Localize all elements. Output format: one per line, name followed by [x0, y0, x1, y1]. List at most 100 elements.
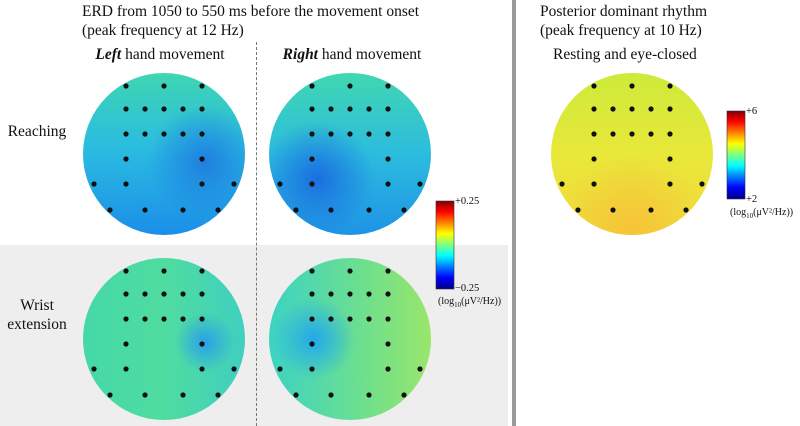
electrode-dot	[91, 181, 97, 187]
electrode-dot	[91, 366, 97, 372]
column-header-left: Left hand movement	[70, 45, 250, 64]
electrode-dot	[667, 131, 673, 137]
left-title-line2: (peak frequency at 12 Hz)	[82, 22, 244, 39]
electrode-dot	[667, 106, 673, 112]
electrode-dot	[401, 207, 407, 213]
electrode-dot	[309, 291, 315, 297]
electrode-dot	[199, 341, 205, 347]
right-title-line1: Posterior dominant rhythm	[540, 3, 708, 20]
electrode-dot	[123, 156, 129, 162]
electrode-dot	[161, 83, 167, 89]
colorbar-resting-max: +6	[746, 106, 758, 117]
electrode-dot	[123, 291, 129, 297]
electrode-dot	[161, 268, 167, 274]
electrode-dot	[199, 156, 205, 162]
colorbar-resting-unit: (log10(μV²/Hz))	[730, 207, 793, 222]
row-label-wrist-line1: Wrist	[20, 297, 54, 314]
electrode-dot	[123, 366, 129, 372]
electrode-dot	[328, 131, 334, 137]
electrode-dot	[347, 268, 353, 274]
electrode-dot	[180, 106, 186, 112]
electrode-dot	[328, 106, 334, 112]
electrode-dot	[385, 83, 391, 89]
electrode-dot	[417, 366, 423, 372]
electrode-dot	[629, 106, 635, 112]
electrode-dot	[591, 83, 597, 89]
electrode-dot	[385, 156, 391, 162]
electrode-dot	[180, 207, 186, 213]
electrode-dot	[309, 341, 315, 347]
colorbar-resting-unit-pre: (log	[730, 207, 747, 218]
colorbar-erd-min: −0.25	[455, 283, 480, 294]
electrode-dot	[366, 291, 372, 297]
electrode-dot	[591, 181, 597, 187]
electrode-dot	[667, 83, 673, 89]
electrode-dot	[347, 83, 353, 89]
colorbar-resting-min: +2	[746, 194, 758, 205]
electrode-dot	[309, 83, 315, 89]
electrode-dot	[629, 131, 635, 137]
electrode-dot	[385, 268, 391, 274]
left-panel-title: ERD from 1050 to 550 ms before the movem…	[82, 2, 462, 40]
electrode-dot	[610, 131, 616, 137]
right-panel-title: Posterior dominant rhythm (peak frequenc…	[540, 2, 780, 40]
electrode-dot	[366, 207, 372, 213]
electrode-dot	[161, 106, 167, 112]
electrode-dot	[161, 316, 167, 322]
column-right-emph: Right	[282, 46, 318, 63]
electrode-dot	[142, 392, 148, 398]
electrode-dot	[142, 316, 148, 322]
colorbar-resting	[726, 110, 746, 200]
topomap-reaching-right	[269, 73, 431, 235]
electrode-dot	[629, 83, 635, 89]
topomap-reaching-left	[83, 73, 245, 235]
electrode-dot	[648, 207, 654, 213]
electrode-dot	[180, 392, 186, 398]
row-label-reaching: Reaching	[7, 123, 67, 140]
topomap-resting-eyes-closed	[551, 73, 713, 235]
electrode-dot	[199, 291, 205, 297]
electrode-dot	[293, 392, 299, 398]
electrode-dot	[142, 106, 148, 112]
topomap-wrist-right	[269, 258, 431, 420]
electrode-dot	[277, 181, 283, 187]
colorbar-erd	[435, 200, 455, 290]
electrode-dot	[231, 366, 237, 372]
electrode-dot	[123, 316, 129, 322]
electrode-dot	[199, 316, 205, 322]
electrode-dot	[231, 181, 237, 187]
electrode-dot	[107, 392, 113, 398]
colorbar-erd-unit: (log10(μV²/Hz))	[438, 296, 501, 311]
electrode-dot	[309, 366, 315, 372]
electrode-dot	[385, 181, 391, 187]
colorbar-resting-unit-post: (μV²/Hz))	[753, 207, 794, 218]
electrode-dot	[123, 131, 129, 137]
electrode-dot	[648, 106, 654, 112]
electrode-dot	[123, 106, 129, 112]
electrode-dot	[199, 366, 205, 372]
electrode-dot	[401, 392, 407, 398]
colorbar-erd-max: +0.25	[455, 196, 480, 207]
electrode-dot	[180, 316, 186, 322]
electrode-dot	[328, 316, 334, 322]
electrode-dot	[277, 366, 283, 372]
electrode-dot	[123, 268, 129, 274]
electrode-dot	[385, 106, 391, 112]
electrode-dot	[161, 131, 167, 137]
electrode-dot	[309, 156, 315, 162]
electrode-dot	[667, 181, 673, 187]
electrode-dot	[591, 131, 597, 137]
electrode-dot	[417, 181, 423, 187]
electrode-dot	[667, 156, 673, 162]
electrode-dot	[142, 207, 148, 213]
electrode-dot	[385, 291, 391, 297]
electrode-dot	[347, 106, 353, 112]
colorbar-resting-unit-sub: 10	[746, 212, 754, 220]
electrode-dot	[123, 83, 129, 89]
electrode-dot	[385, 131, 391, 137]
electrode-dot	[309, 181, 315, 187]
electrode-dot	[215, 207, 221, 213]
panel-divider	[512, 0, 516, 426]
column-header-right: Right hand movement	[262, 45, 442, 64]
electrode-dot	[366, 392, 372, 398]
